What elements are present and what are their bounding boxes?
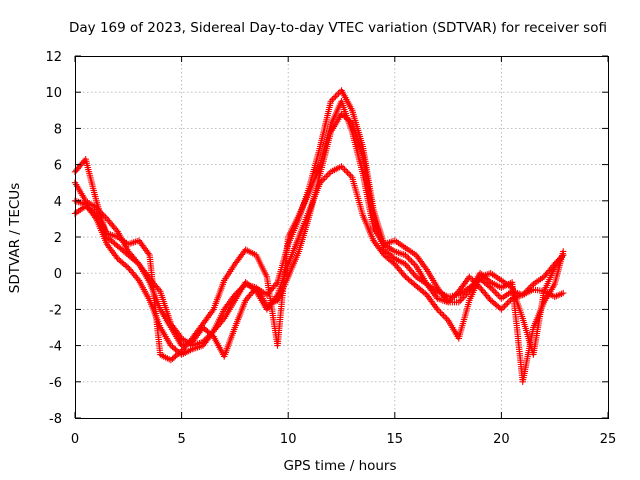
data-point	[458, 295, 465, 303]
data-point	[390, 254, 397, 261]
data-point	[333, 91, 341, 99]
y-tick-label: -6	[49, 376, 62, 391]
data-point	[492, 289, 499, 296]
data-point	[486, 283, 493, 290]
data-point	[237, 285, 245, 292]
y-tick-label: -8	[49, 412, 62, 427]
x-axis-label: GPS time / hours	[283, 458, 396, 474]
y-tick-label: 8	[54, 122, 62, 137]
data-point	[273, 280, 280, 287]
data-point	[323, 173, 330, 180]
y-tick-label: 0	[54, 267, 62, 282]
data-point	[399, 270, 406, 277]
data-point	[525, 285, 532, 292]
x-tick-label: 15	[387, 432, 404, 447]
data-point	[332, 93, 339, 100]
data-point	[318, 177, 325, 185]
x-tick-label: 0	[71, 432, 79, 447]
data-point	[345, 171, 353, 178]
series-track-4	[71, 98, 567, 385]
data-point	[126, 266, 133, 273]
axis-ticks: 0 5 10 15 20 25 -8 -6 -4 -2 0 2 4 6 8 10 12	[45, 50, 616, 447]
data-point	[490, 287, 497, 294]
data-point	[457, 297, 464, 304]
data-point	[179, 346, 187, 353]
data-point	[79, 159, 87, 166]
data-point	[422, 290, 429, 297]
data-point	[560, 289, 567, 297]
data-point	[435, 307, 443, 315]
data-point	[390, 259, 397, 267]
chart-title: Day 169 of 2023, Sidereal Day-to-day VTE…	[69, 20, 607, 36]
y-tick-label: 4	[54, 195, 62, 210]
data-point	[339, 164, 347, 172]
grid-lines	[75, 56, 608, 418]
x-tick-label: 10	[280, 432, 297, 447]
y-tick-label: 2	[54, 231, 62, 246]
data-point	[403, 253, 411, 260]
data-points	[71, 87, 567, 385]
data-point	[409, 259, 417, 267]
data-point	[408, 258, 415, 265]
y-tick-label: -2	[49, 303, 62, 318]
data-point	[330, 94, 338, 102]
data-point	[440, 312, 447, 319]
data-point	[324, 171, 331, 179]
data-point	[204, 334, 211, 341]
data-point	[519, 291, 526, 299]
y-axis-label: SDTVAR / TECUs	[7, 183, 23, 293]
data-point	[405, 255, 412, 262]
data-point	[499, 304, 507, 311]
series-track-2	[71, 163, 567, 358]
data-point	[552, 259, 560, 266]
y-tick-label: 10	[45, 86, 62, 101]
data-point	[560, 248, 567, 255]
data-point	[134, 275, 141, 283]
data-point	[463, 291, 470, 298]
y-tick-label: 6	[54, 159, 62, 174]
data-point	[478, 286, 485, 293]
data-point	[438, 310, 446, 318]
data-point	[502, 301, 510, 308]
y-tick-label: -4	[49, 340, 62, 355]
data-point	[344, 169, 351, 176]
data-point	[486, 277, 493, 285]
data-point	[123, 263, 130, 270]
data-point	[452, 291, 459, 298]
data-point	[231, 291, 239, 299]
x-tick-label: 20	[493, 432, 510, 447]
data-point	[342, 167, 350, 175]
data-point	[493, 290, 500, 298]
data-point	[406, 256, 414, 263]
data-point	[528, 282, 536, 289]
data-point	[504, 300, 511, 307]
x-tick-label: 25	[600, 432, 617, 447]
y-tick-label: 12	[45, 50, 62, 65]
x-tick-label: 5	[177, 432, 185, 447]
data-point	[441, 314, 449, 321]
data-point	[176, 349, 184, 356]
data-point	[437, 309, 444, 316]
data-point	[522, 288, 529, 295]
